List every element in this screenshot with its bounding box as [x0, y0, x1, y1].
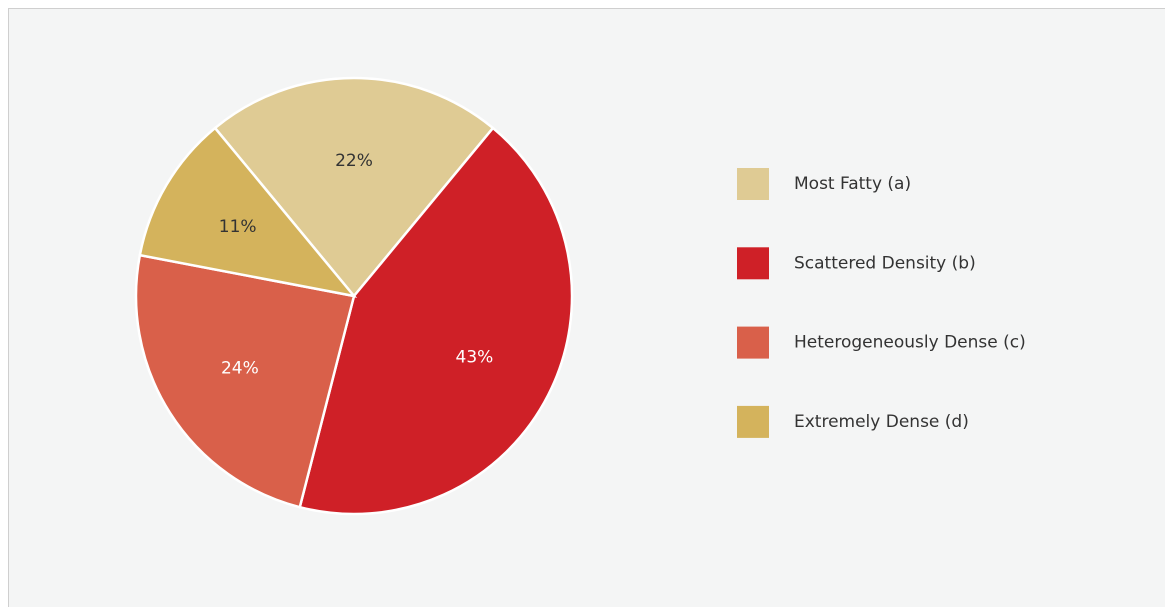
legend-swatch	[737, 405, 769, 438]
legend-label: Scattered Density (b)	[794, 253, 976, 273]
slice-label: 11%	[219, 217, 257, 237]
legend-swatch	[737, 247, 769, 280]
legend-label: Most Fatty (a)	[794, 174, 911, 194]
legend-label: Extremely Dense (d)	[794, 412, 969, 432]
slice-label: 24%	[221, 358, 259, 378]
pie-slice	[213, 76, 495, 298]
legend-label: Heterogeneously Dense (c)	[794, 333, 1026, 353]
legend-swatch	[737, 326, 769, 359]
pie-slice	[134, 253, 356, 509]
legend-swatch	[737, 168, 769, 200]
slice-label: 22%	[335, 151, 373, 171]
pie-slice	[138, 126, 358, 298]
slice-label: 43%	[456, 347, 494, 367]
pie-slice	[298, 126, 574, 516]
